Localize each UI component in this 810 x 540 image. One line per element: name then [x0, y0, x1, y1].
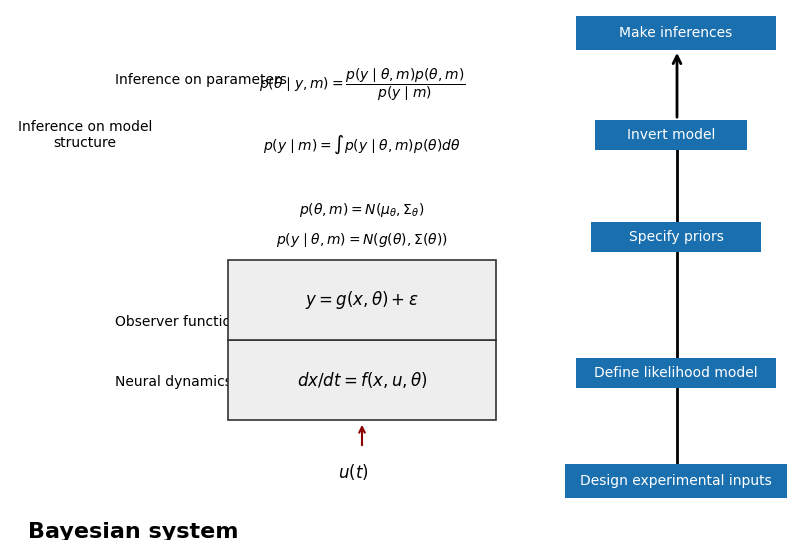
Text: Specify priors: Specify priors [629, 230, 723, 244]
FancyBboxPatch shape [565, 464, 787, 498]
Text: Define likelihood model: Define likelihood model [595, 366, 758, 380]
Text: Design experimental inputs: Design experimental inputs [580, 474, 772, 488]
Text: Bayesian system
identification: Bayesian system identification [28, 522, 238, 540]
Text: $p(y \mid m) = \int p(y \mid \theta,m)p(\theta)d\theta$: $p(y \mid m) = \int p(y \mid \theta,m)p(… [263, 134, 461, 156]
FancyBboxPatch shape [591, 222, 761, 252]
Text: $u(t)$: $u(t)$ [338, 462, 369, 482]
FancyBboxPatch shape [228, 260, 496, 340]
Text: Inference on model
structure: Inference on model structure [18, 120, 152, 150]
Text: Neural dynamics: Neural dynamics [115, 375, 232, 389]
Text: $p(y \mid \theta,m) = N(g(\theta),\Sigma(\theta))$: $p(y \mid \theta,m) = N(g(\theta),\Sigma… [276, 231, 448, 249]
Text: $y = g(x,\theta) + \varepsilon$: $y = g(x,\theta) + \varepsilon$ [305, 289, 419, 311]
Text: $p(\theta,m) = N(\mu_\theta,\Sigma_\theta)$: $p(\theta,m) = N(\mu_\theta,\Sigma_\thet… [300, 201, 424, 219]
FancyBboxPatch shape [228, 340, 496, 420]
Text: $p(\theta \mid y,m) = \dfrac{p(y \mid \theta,m)p(\theta,m)}{p(y \mid m)}$: $p(\theta \mid y,m) = \dfrac{p(y \mid \t… [258, 67, 465, 103]
FancyBboxPatch shape [576, 16, 776, 50]
Text: Invert model: Invert model [627, 128, 715, 142]
FancyBboxPatch shape [576, 358, 776, 388]
Text: $dx/dt = f(x,u,\theta)$: $dx/dt = f(x,u,\theta)$ [296, 370, 427, 390]
Text: Observer function: Observer function [115, 315, 240, 329]
FancyBboxPatch shape [595, 120, 747, 150]
Text: Inference on parameters: Inference on parameters [115, 73, 287, 87]
Text: Make inferences: Make inferences [620, 26, 732, 40]
